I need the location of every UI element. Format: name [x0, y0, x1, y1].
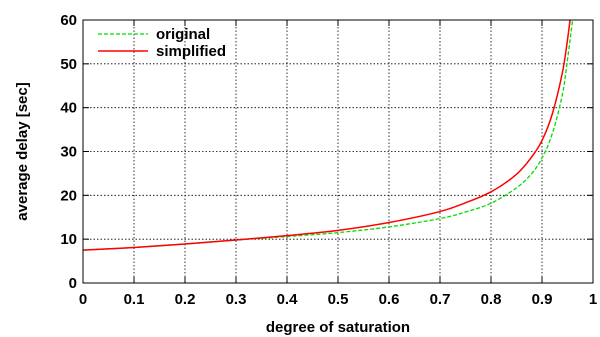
legend-label-simplified: simplified — [156, 43, 226, 60]
y-tick-label: 50 — [60, 56, 77, 73]
y-tick-label: 10 — [60, 231, 77, 248]
series-line-simplified — [82, 19, 571, 251]
x-tick-label: 0.3 — [226, 291, 247, 308]
y-axis-title: average delay [sec] — [14, 82, 31, 220]
x-tick-label: 0.7 — [430, 291, 451, 308]
x-tick-label: 1 — [589, 291, 597, 308]
x-tick-label: 0.5 — [328, 291, 349, 308]
x-tick-label: 0.8 — [481, 291, 502, 308]
y-tick-label: 30 — [60, 144, 77, 161]
x-tick-label: 0.9 — [532, 291, 553, 308]
x-tick-label: 0 — [79, 291, 87, 308]
x-tick-label: 0.6 — [379, 291, 400, 308]
x-tick-label: 0.1 — [124, 291, 145, 308]
y-tick-label: 20 — [60, 187, 77, 204]
plot-series — [82, 19, 574, 251]
x-tick-label: 0.2 — [175, 291, 196, 308]
x-tick-label: 0.4 — [277, 291, 299, 308]
y-tick-label: 0 — [69, 275, 77, 292]
axis-ticks: 0 0.1 0.2 0.3 0.4 0.5 0.6 0.7 0.8 0.9 101020304050… — [60, 12, 597, 308]
grid — [83, 20, 593, 283]
legend-label-original: original — [156, 26, 210, 43]
y-tick-label: 60 — [60, 12, 77, 29]
y-tick-label: 40 — [60, 100, 77, 117]
x-axis-title: degree of saturation — [266, 319, 410, 336]
